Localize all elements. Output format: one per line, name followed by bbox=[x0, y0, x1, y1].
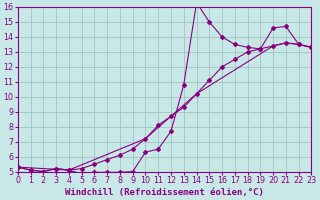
X-axis label: Windchill (Refroidissement éolien,°C): Windchill (Refroidissement éolien,°C) bbox=[65, 188, 264, 197]
